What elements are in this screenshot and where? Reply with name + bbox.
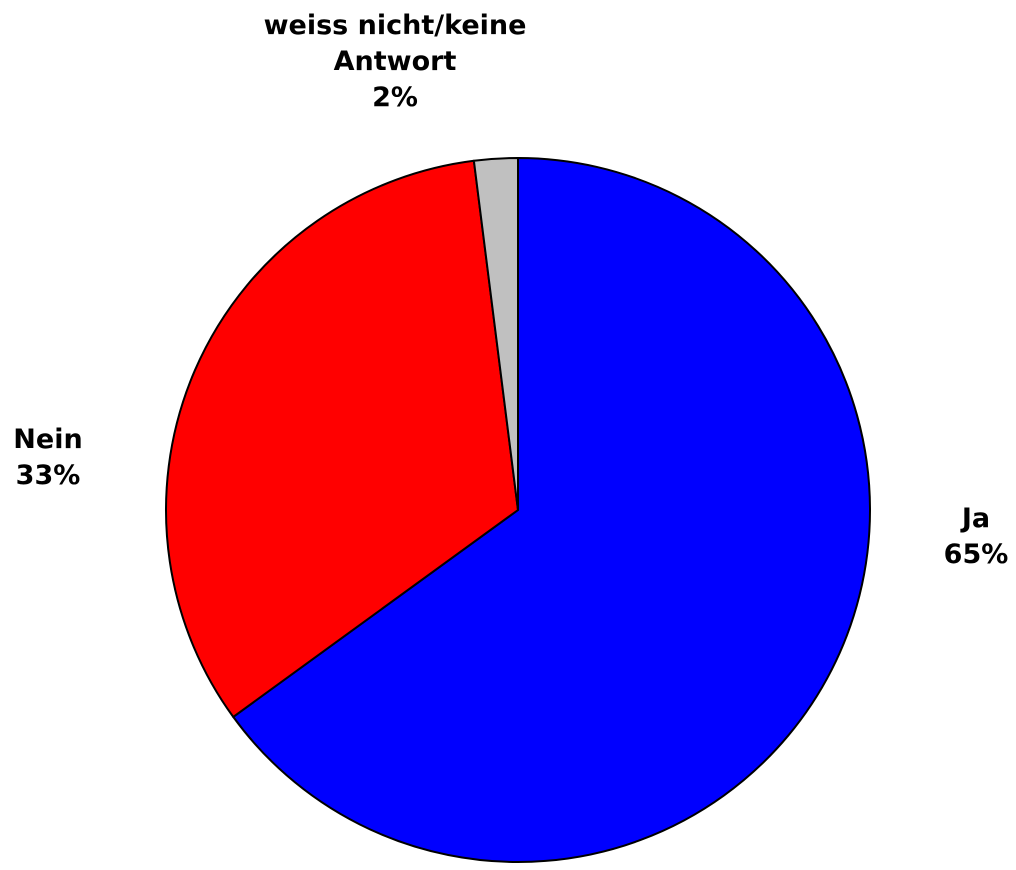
slice-name-label: Nein — [13, 424, 82, 455]
slice-percent-label: 33% — [16, 460, 81, 491]
pie-slice-ja — [232, 157, 871, 863]
slice-name-label: weiss nicht/keine — [264, 10, 527, 41]
slice-name-label: Ja — [960, 503, 990, 534]
slice-percent-label: 2% — [372, 82, 418, 113]
slice-label-nein: Nein 33% — [13, 424, 82, 491]
slice-label-weiss-nicht-keine-antwort: weiss nicht/keine Antwort 2% — [264, 10, 527, 113]
pie-slice-weiss-nicht-keine-antwort — [472, 157, 519, 511]
pie-slices — [165, 157, 871, 863]
pie-labels: Ja 65% Nein 33% weiss nicht/keine Antwort 2% — [13, 10, 1008, 570]
pie-slice-nein — [165, 159, 519, 718]
slice-name-label: Antwort — [334, 46, 457, 77]
slice-label-ja: Ja 65% — [944, 503, 1009, 570]
slice-percent-label: 65% — [944, 539, 1009, 570]
